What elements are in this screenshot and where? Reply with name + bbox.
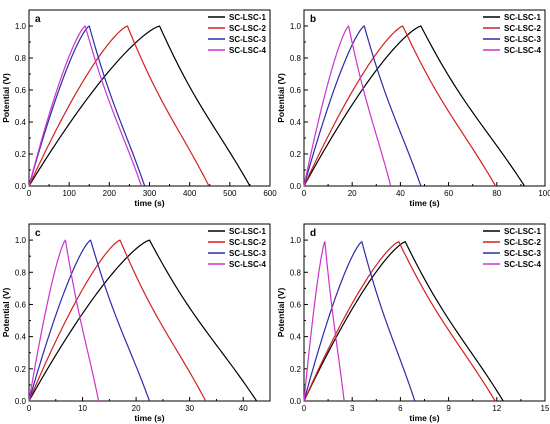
y-axis-label: Potential (V) [1,288,11,338]
y-tick-label: 1.0 [290,22,302,31]
y-tick-label: 0.0 [290,182,302,191]
legend-label: SC-LSC-3 [229,35,266,44]
y-tick-label: 0.8 [15,268,27,277]
x-axis-label: time (s) [409,198,439,208]
series-line-sc-lsc-4 [28,239,100,402]
y-tick-label: 0.6 [15,86,27,95]
series-line-sc-lsc-3 [303,25,422,187]
legend-label: SC-LSC-2 [229,238,266,247]
x-tick-label: 20 [132,404,141,413]
x-tick-label: 0 [302,404,307,413]
legend-label: SC-LSC-2 [229,24,266,33]
x-tick-label: 15 [541,404,550,413]
x-tick-label: 100 [538,189,550,198]
series-line-sc-lsc-1 [28,239,258,402]
x-tick-label: 3 [350,404,355,413]
x-axis-label: time (s) [409,413,439,423]
series-line-sc-lsc-2 [28,239,207,402]
series-line-sc-lsc-3 [28,239,151,402]
y-tick-label: 0.2 [15,365,27,374]
series-line-sc-lsc-1 [303,241,504,402]
legend-label: SC-LSC-3 [504,249,541,258]
x-tick-label: 200 [103,189,117,198]
y-tick-label: 0.8 [290,54,302,63]
x-tick-label: 30 [185,404,194,413]
series-line-sc-lsc-1 [303,25,526,187]
y-tick-label: 1.0 [15,22,27,31]
y-tick-label: 0.8 [290,268,302,277]
legend-label: SC-LSC-4 [229,260,266,269]
x-tick-label: 500 [223,189,237,198]
panel-letter: b [310,14,316,25]
legend-label: SC-LSC-3 [229,249,266,258]
panel-letter: a [35,14,41,25]
y-tick-label: 0.0 [15,182,27,191]
legend-label: SC-LSC-2 [504,238,541,247]
y-tick-label: 0.0 [15,397,27,406]
legend-label: SC-LSC-4 [229,46,266,55]
x-axis-label: time (s) [134,198,164,208]
y-tick-label: 0.0 [290,397,302,406]
x-tick-label: 300 [143,189,157,198]
x-tick-label: 20 [348,189,357,198]
y-tick-label: 0.4 [290,333,302,342]
y-tick-label: 0.6 [290,86,302,95]
series-line-sc-lsc-3 [303,241,416,402]
x-tick-label: 600 [263,189,277,198]
x-tick-label: 12 [492,404,501,413]
y-tick-label: 0.6 [290,300,302,309]
legend-label: SC-LSC-1 [229,13,266,22]
x-tick-label: 80 [492,189,501,198]
x-tick-label: 100 [62,189,76,198]
legend-label: SC-LSC-2 [504,24,541,33]
x-tick-label: 0 [302,189,307,198]
panel-letter: c [35,228,41,239]
legend-label: SC-LSC-4 [504,260,541,269]
series-line-sc-lsc-1 [28,25,251,187]
y-tick-label: 0.4 [15,118,27,127]
chart-panel-c: 0.0 0.2 0.4 0.6 0.8 1.0 0 10 20 30 40 time (s) Poten… [1,223,271,423]
series-line-sc-lsc-4 [28,25,143,187]
x-tick-label: 6 [398,404,403,413]
series-line-sc-lsc-2 [28,25,210,187]
y-axis-label: Potential (V) [276,73,286,123]
x-tick-label: 40 [239,404,248,413]
y-tick-label: 0.2 [15,150,27,159]
legend-label: SC-LSC-4 [504,46,541,55]
y-axis-label: Potential (V) [276,288,286,338]
chart-panel-d: 0.0 0.2 0.4 0.6 0.8 1.0 0 3 6 9 12 15 time (s) Potent… [276,223,550,423]
x-tick-label: 40 [396,189,405,198]
y-tick-label: 0.2 [290,365,302,374]
x-tick-label: 0 [27,404,32,413]
y-tick-label: 1.0 [15,236,27,245]
chart-panel-b: 0.0 0.2 0.4 0.6 0.8 1.0 0 20 40 60 80 100 time (s) Po… [276,9,550,208]
panel-letter: d [310,228,316,239]
series-line-sc-lsc-2 [303,25,497,187]
legend-label: SC-LSC-1 [229,227,266,236]
y-tick-label: 0.4 [15,333,27,342]
y-tick-label: 0.2 [290,150,302,159]
series-line-sc-lsc-2 [303,241,496,402]
y-axis-label: Potential (V) [1,73,11,123]
x-tick-label: 400 [183,189,197,198]
x-tick-label: 0 [27,189,32,198]
x-tick-label: 10 [78,404,87,413]
series-line-sc-lsc-4 [303,25,392,187]
y-tick-label: 0.4 [290,118,302,127]
x-tick-label: 9 [446,404,451,413]
x-tick-label: 60 [444,189,453,198]
legend-label: SC-LSC-1 [504,227,541,236]
legend-label: SC-LSC-1 [504,13,541,22]
y-tick-label: 1.0 [290,236,302,245]
y-tick-label: 0.6 [15,300,27,309]
y-tick-label: 0.8 [15,54,27,63]
chart-panel-a: 0.0 0.2 0.4 0.6 0.8 1.0 0 100 200 300 400 500 600 tim… [1,9,277,208]
x-axis-label: time (s) [134,413,164,423]
series-line-sc-lsc-3 [28,25,146,187]
legend-label: SC-LSC-3 [504,35,541,44]
series-line-sc-lsc-4 [303,241,345,402]
